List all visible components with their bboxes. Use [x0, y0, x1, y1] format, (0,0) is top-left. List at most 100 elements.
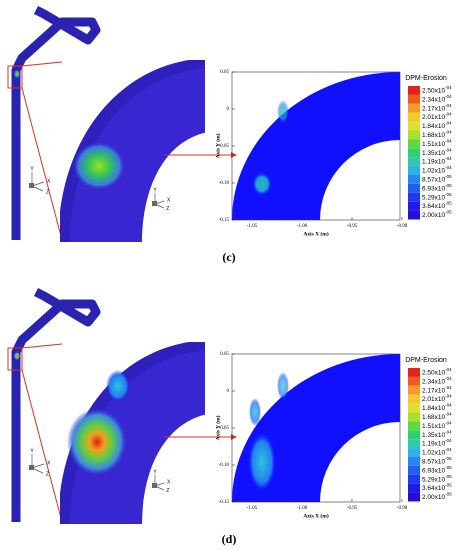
arrow-head: [231, 434, 237, 440]
zoom-spot: [106, 370, 130, 402]
triad-label: Y: [153, 470, 157, 476]
zoom-pipe: [60, 60, 205, 242]
contour-spot: [252, 172, 272, 196]
legend-swatch: [408, 157, 420, 167]
legend-base: 1.35x10: [422, 432, 446, 439]
legend-exp: -05: [445, 201, 452, 206]
legend-exp: -04: [445, 103, 452, 108]
zoom-line: [21, 369, 63, 523]
legend-label: 1.84x10-04: [422, 121, 452, 130]
legend-label: 2.50x10-04: [422, 367, 452, 376]
legend-base: 3.64x10: [422, 203, 446, 210]
triad-label: X: [167, 197, 171, 203]
legend-label: 2.34x10-04: [422, 376, 452, 385]
legend-label: 2.00x10-05: [422, 492, 452, 501]
legend-label: 2.00x10-05: [422, 210, 452, 219]
legend-title: DPM-Erosion: [405, 357, 447, 364]
legend-base: 8.57x10: [422, 458, 446, 465]
contour-spot: [277, 100, 289, 124]
legend-exp: -04: [445, 421, 452, 426]
zoom-line: [21, 87, 63, 241]
zoom-hotspot: [67, 408, 127, 476]
x-tick-label: -0.95: [347, 224, 358, 229]
legend-base: 1.68x10: [422, 132, 446, 139]
legend-exp: -05: [445, 456, 452, 461]
legend-exp: -04: [445, 112, 452, 117]
y-tick-label: -0.05: [219, 426, 230, 431]
legend-swatch: [408, 112, 420, 122]
legend-label: 2.01x10-04: [422, 112, 452, 121]
legend-exp: -05: [445, 474, 452, 479]
legend-base: 6.93x10: [422, 185, 446, 192]
zoom-hotspot: [73, 142, 125, 190]
legend-swatch: [408, 457, 420, 466]
legend-base: 2.17x10: [422, 105, 446, 112]
y-tick-label: 0: [227, 107, 230, 112]
panel-label: (c): [222, 250, 235, 264]
legend-swatch: [408, 183, 420, 193]
x-tick-label: -0.90: [397, 506, 408, 511]
legend-base: 1.84x10: [422, 123, 446, 130]
legend-exp: -04: [445, 376, 452, 381]
y-tick-label: 0: [227, 389, 230, 394]
y-tick-label: 0.05: [220, 70, 229, 75]
legend-base: 1.19x10: [422, 158, 446, 165]
legend-exp: -04: [445, 156, 452, 161]
contour-spot: [248, 432, 276, 492]
legend-base: 1.19x10: [422, 440, 446, 447]
pipe-hotspot: [14, 70, 20, 78]
triad-label: Y: [30, 166, 34, 172]
legend-base: 2.17x10: [422, 387, 446, 394]
triad-label: Z: [46, 189, 49, 195]
legend-label: 2.17x10-04: [422, 103, 452, 112]
legend-base: 2.50x10: [422, 87, 446, 94]
y-tick-label: -0.10: [219, 181, 230, 186]
x-tick-label: -1.00: [297, 224, 308, 229]
legend-swatch: [408, 439, 420, 449]
triad-label: X: [47, 460, 51, 466]
zoom-line: [21, 61, 63, 67]
legend-label: 5.29x10-05: [422, 192, 452, 201]
legend-swatch: [408, 130, 420, 140]
triad-label: Z: [46, 471, 49, 477]
arrow-head: [231, 152, 237, 158]
legend-exp: -04: [445, 385, 452, 390]
legend-base: 1.84x10: [422, 405, 446, 412]
legend-label: 1.68x10-04: [422, 130, 452, 139]
legend-exp: -05: [445, 465, 452, 470]
legend-base: 2.01x10: [422, 114, 446, 121]
legend-label: 8.57x10-05: [422, 174, 452, 183]
legend-exp: -04: [445, 438, 452, 443]
legend-base: 2.01x10: [422, 396, 446, 403]
y-tick-label: -0.15: [219, 500, 230, 505]
legend-swatch: [408, 403, 420, 413]
legend-swatch: [408, 385, 420, 395]
legend-label: 2.01x10-04: [422, 394, 452, 403]
legend-swatch: [408, 166, 420, 175]
pipe-hotspot: [14, 352, 20, 360]
y-axis-label: Axis Y (m): [214, 415, 221, 440]
legend-exp: -05: [445, 174, 452, 179]
legend-swatch: [408, 394, 420, 404]
legend-label: 1.35x10-04: [422, 147, 452, 156]
legend-swatch: [408, 192, 420, 202]
legend-exp: -05: [445, 192, 452, 197]
x-tick-label: -0.90: [397, 224, 408, 229]
legend-base: 5.29x10: [422, 476, 446, 483]
legend-swatch: [408, 121, 420, 131]
legend-label: 5.29x10-05: [422, 474, 452, 483]
legend-exp: -04: [445, 121, 452, 126]
legend-swatch: [408, 210, 420, 220]
legend-exp: -04: [445, 367, 452, 372]
legend-base: 8.57x10: [422, 176, 446, 183]
contour-domain: [232, 72, 400, 220]
x-tick-label: -1.05: [247, 224, 258, 229]
triad-label: Z: [166, 206, 169, 212]
x-tick-label: -0.95: [347, 506, 358, 511]
legend-label: 1.02x10-04: [422, 165, 452, 174]
zoom-view: [60, 342, 205, 524]
legend-base: 2.00x10: [422, 212, 446, 219]
legend-swatch: [408, 465, 420, 475]
y-axis-label: Axis Y (m): [214, 133, 221, 158]
